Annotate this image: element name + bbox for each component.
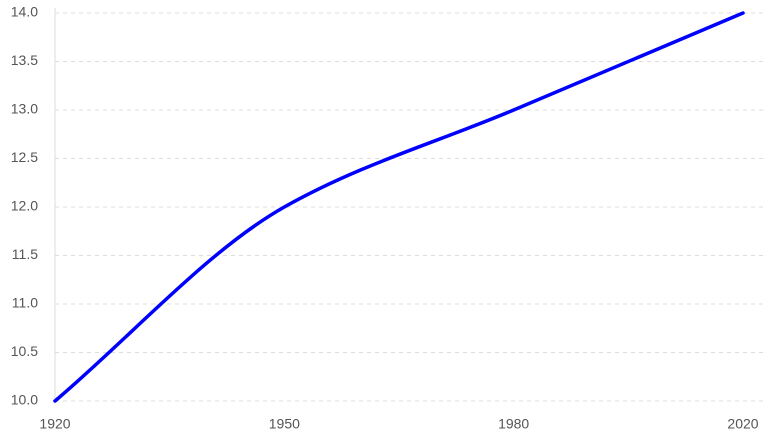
- y-tick-label: 13.5: [11, 52, 38, 68]
- y-tick-label: 10.0: [11, 392, 38, 408]
- line: [53, 11, 745, 403]
- y-tick-label: 11.5: [12, 246, 38, 262]
- x-tick-label: 2020: [727, 416, 758, 432]
- y-tick-label: 14.0: [11, 4, 38, 20]
- y-tick-label: 11.0: [12, 295, 38, 311]
- x-tick-label: 1950: [269, 416, 300, 432]
- y-tick-label: 12.5: [11, 149, 38, 165]
- y-tick-label: 10.5: [11, 343, 38, 359]
- x-tick-label: 1980: [498, 416, 529, 432]
- y-tick-label: 12.0: [11, 198, 38, 214]
- x-tick-label: 1920: [39, 416, 70, 432]
- y-tick-label: 13.0: [11, 101, 38, 117]
